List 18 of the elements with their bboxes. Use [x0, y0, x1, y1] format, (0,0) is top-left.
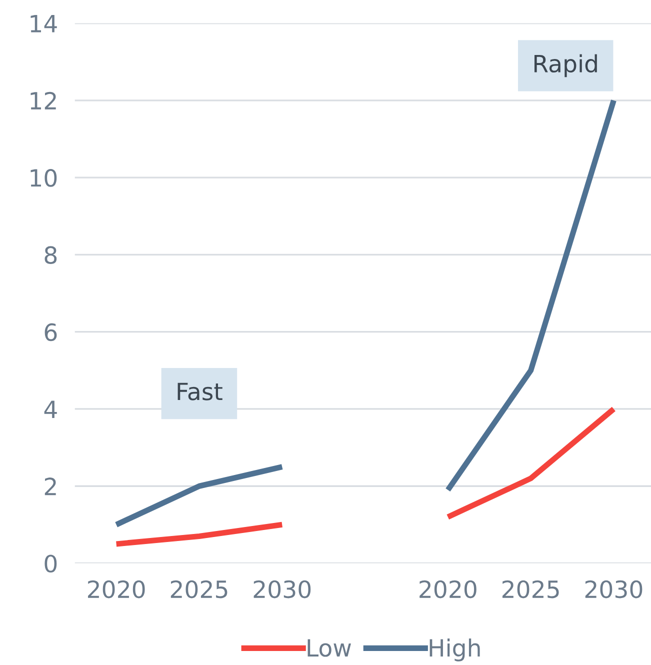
annotation: Fast [178, 382, 222, 400]
y-tick-label: 8 [44, 246, 57, 264]
y-tick-label: 6 [44, 323, 57, 342]
x-tick-label: 2030 [254, 580, 311, 598]
y-tick-label: 10 [30, 169, 57, 187]
y-tick-label: 2 [44, 478, 56, 496]
legend-label: High [430, 638, 480, 662]
y-tick-label: 14 [30, 15, 57, 32]
legend-label: Low [308, 639, 351, 657]
x-tick-label: 2025 [170, 580, 228, 598]
y-tick-label: 0 [44, 554, 57, 573]
x-tick-label: 2020 [420, 580, 476, 598]
y-tick-label: 4 [44, 400, 57, 418]
x-tick-label: 2020 [88, 580, 145, 598]
y-tick-label: 12 [30, 92, 56, 110]
x-tick-label: 2030 [585, 580, 642, 598]
annotation: Rapid [534, 54, 597, 78]
x-tick-label: 2025 [502, 580, 559, 598]
